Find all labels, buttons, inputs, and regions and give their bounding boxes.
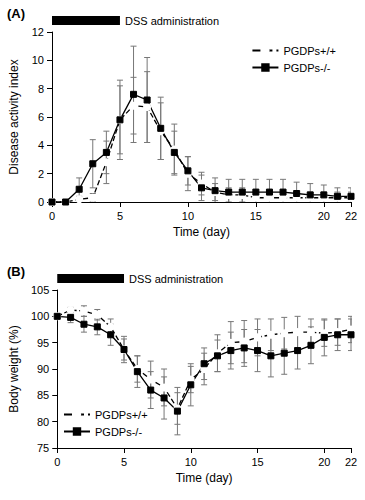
svg-text:20: 20 [318,210,330,222]
svg-text:0: 0 [54,456,60,468]
svg-text:20: 20 [318,456,330,468]
svg-text:22: 22 [345,456,357,468]
svg-text:100: 100 [31,310,49,322]
svg-text:6: 6 [38,111,44,123]
svg-text:15: 15 [251,456,263,468]
svg-text:PGDPs-/-: PGDPs-/- [95,426,142,438]
svg-text:5: 5 [117,210,123,222]
svg-text:2: 2 [38,168,44,180]
svg-text:PGDPs-/-: PGDPs-/- [283,62,330,74]
svg-text:PGDPs+/+: PGDPs+/+ [283,45,336,57]
svg-text:DSS administration: DSS administration [129,273,223,285]
svg-text:DSS administration: DSS administration [125,15,219,27]
svg-text:22: 22 [345,210,357,222]
svg-text:Time (day): Time (day) [173,225,230,239]
svg-text:10: 10 [182,210,194,222]
svg-text:0: 0 [49,210,55,222]
svg-text:75: 75 [37,442,49,454]
svg-text:12: 12 [32,26,44,38]
svg-text:15: 15 [250,210,262,222]
svg-text:90: 90 [37,363,49,375]
svg-text:PGDPs+/+: PGDPs+/+ [95,409,148,421]
svg-text:0: 0 [38,196,44,208]
svg-text:80: 80 [37,416,49,428]
svg-text:Time (day): Time (day) [176,471,233,485]
svg-text:85: 85 [37,389,49,401]
svg-text:95: 95 [37,337,49,349]
svg-text:Body weight (%): Body weight (%) [7,325,21,412]
svg-text:10: 10 [185,456,197,468]
svg-text:8: 8 [38,83,44,95]
svg-text:10: 10 [32,54,44,66]
svg-text:Disease activity index: Disease activity index [7,59,21,174]
svg-text:(A): (A) [7,6,25,21]
svg-text:4: 4 [38,139,44,151]
svg-text:5: 5 [121,456,127,468]
svg-text:105: 105 [31,284,49,296]
svg-text:(B): (B) [7,264,25,279]
